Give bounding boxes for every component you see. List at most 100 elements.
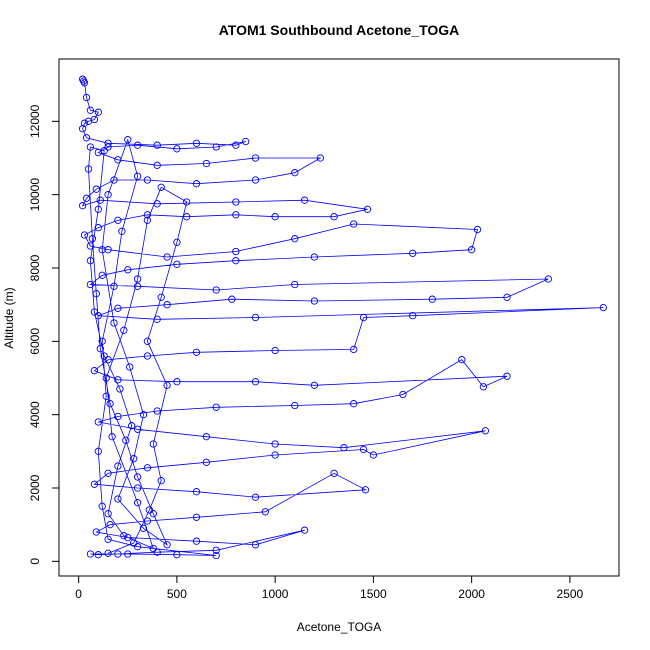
- data-point: [143, 464, 152, 472]
- data-point: [183, 213, 191, 221]
- data-point: [133, 499, 142, 507]
- data-point: [126, 363, 134, 371]
- data-point: [212, 546, 220, 554]
- data-point: [251, 493, 260, 501]
- data-point: [82, 93, 91, 102]
- data-point: [291, 280, 299, 289]
- data-point: [86, 257, 95, 265]
- data-point: [104, 246, 112, 254]
- data-point: [467, 246, 476, 254]
- data-point: [242, 137, 250, 146]
- data-point: [157, 477, 165, 485]
- plot-frame: [58, 58, 620, 577]
- y-tick-label: 10000: [28, 178, 42, 212]
- data-point: [114, 495, 122, 503]
- data-point: [149, 440, 157, 448]
- data-point: [173, 145, 181, 153]
- data-point: [173, 238, 181, 246]
- data-point: [143, 216, 152, 224]
- data-point: [143, 176, 152, 184]
- data-point: [271, 346, 279, 355]
- data-point: [86, 242, 95, 250]
- data-point: [212, 551, 220, 560]
- data-point: [108, 433, 116, 441]
- data-point: [544, 275, 552, 283]
- data-point: [232, 198, 240, 206]
- data-point: [98, 502, 106, 510]
- data-point: [133, 484, 142, 492]
- series-line: [81, 79, 604, 556]
- data-point: [192, 488, 201, 496]
- data-point: [361, 486, 370, 494]
- x-tick-label: 2000: [458, 587, 485, 601]
- data-point: [133, 282, 142, 290]
- data-point: [78, 202, 87, 210]
- data-point: [428, 295, 436, 303]
- data-point: [251, 176, 260, 184]
- y-tick-label: 8000: [28, 254, 42, 281]
- data-point: [350, 400, 358, 408]
- data-point: [192, 513, 201, 521]
- data-point: [157, 293, 165, 301]
- data-point: [114, 462, 122, 470]
- data-point: [133, 543, 142, 551]
- data-point: [503, 372, 511, 380]
- data-point: [94, 551, 102, 559]
- data-point: [104, 510, 112, 518]
- x-tick-label: 1500: [360, 587, 387, 601]
- data-point: [116, 385, 124, 393]
- data-point: [110, 282, 118, 290]
- data-point: [104, 143, 112, 151]
- data-point: [133, 141, 142, 149]
- data-point: [153, 161, 161, 169]
- x-axis: 0 500 1000 1500 2000 2500: [75, 575, 584, 601]
- data-point: [261, 508, 269, 516]
- data-point: [114, 216, 122, 224]
- data-point: [94, 205, 102, 213]
- data-point: [399, 390, 407, 399]
- data-point: [78, 125, 87, 133]
- data-layer: [78, 75, 607, 560]
- data-point: [114, 376, 122, 384]
- data-point: [153, 141, 161, 149]
- data-point: [163, 381, 171, 389]
- data-point: [104, 469, 112, 477]
- data-point: [88, 235, 97, 243]
- data-point: [104, 139, 112, 147]
- data-point: [192, 348, 201, 356]
- data-point: [94, 224, 102, 232]
- data-point: [104, 191, 112, 199]
- data-point: [363, 205, 372, 213]
- data-point: [90, 308, 99, 316]
- data-point: [173, 378, 181, 386]
- data-point: [102, 392, 110, 400]
- data-point: [110, 319, 118, 327]
- data-point: [114, 304, 122, 312]
- data-point: [163, 253, 171, 261]
- data-point: [163, 301, 171, 309]
- data-point: [330, 469, 338, 477]
- data-point: [409, 312, 417, 320]
- data-point: [114, 550, 122, 558]
- x-axis-label: Acetone_TOGA: [297, 620, 382, 634]
- data-point: [143, 211, 152, 219]
- data-point: [90, 367, 99, 375]
- data-point: [173, 551, 181, 559]
- data-point: [94, 312, 102, 320]
- data-point: [228, 295, 236, 303]
- data-point: [291, 401, 299, 410]
- data-point: [212, 286, 220, 294]
- data-point: [118, 227, 126, 235]
- data-point: [86, 280, 95, 289]
- data-point: [251, 313, 260, 322]
- data-point: [350, 220, 358, 228]
- data-point: [100, 352, 108, 360]
- y-tick-label: 0: [28, 558, 42, 565]
- data-point: [96, 345, 104, 353]
- data-point: [102, 374, 110, 382]
- data-point: [271, 440, 279, 448]
- data-point: [153, 200, 161, 208]
- data-point: [271, 451, 279, 459]
- data-point: [300, 526, 309, 534]
